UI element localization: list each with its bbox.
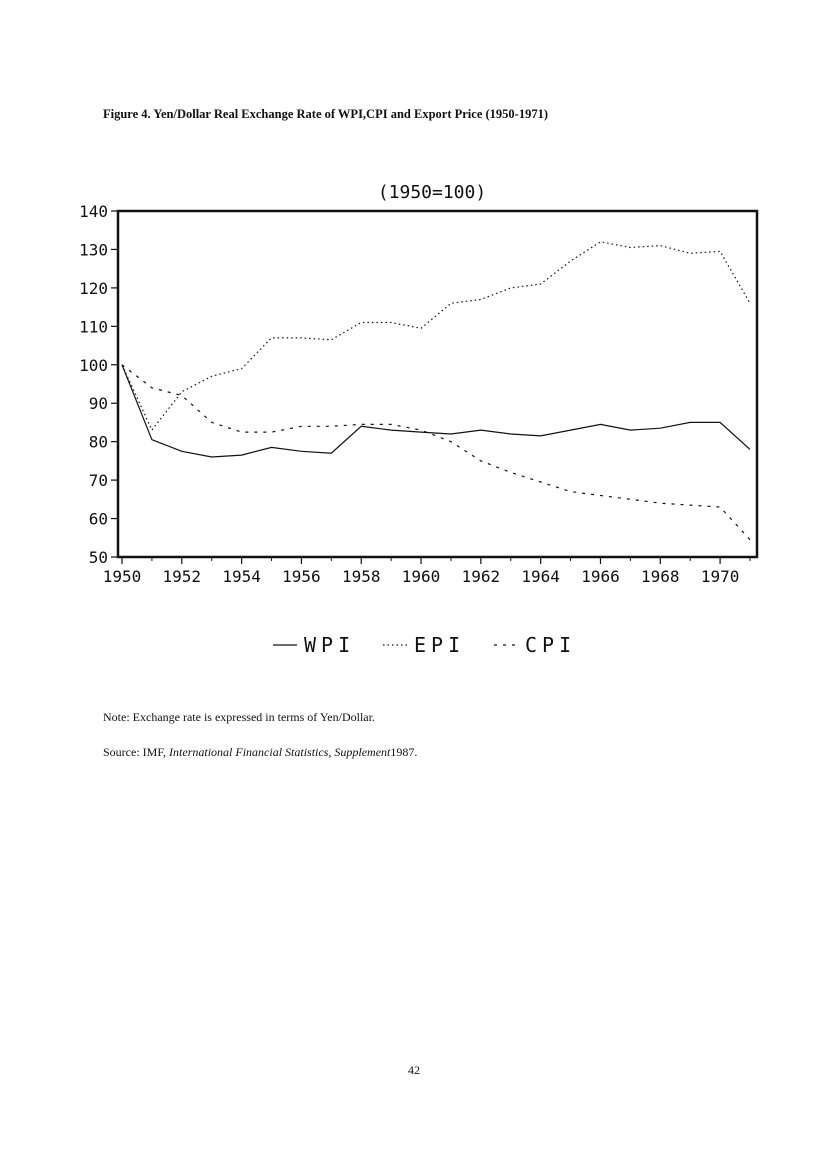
y-tick-label-3: 80: [89, 433, 108, 452]
x-tick-label-5: 1960: [402, 567, 441, 586]
page-number: 42: [408, 1063, 420, 1077]
x-tick-label-8: 1966: [581, 567, 620, 586]
x-tick-label-3: 1956: [282, 567, 321, 586]
y-tick-label-5: 100: [79, 356, 108, 375]
note-text: Note: Exchange rate is expressed in term…: [103, 710, 375, 724]
y-tick-label-1: 60: [89, 510, 108, 529]
source-prefix: Source: IMF,: [103, 745, 167, 759]
x-tick-label-1: 1952: [163, 567, 202, 586]
series-lines: [121, 241, 751, 541]
source-year: 1987.: [390, 745, 418, 759]
x-tick-label-7: 1964: [521, 567, 560, 586]
x-tick-label-10: 1970: [701, 567, 740, 586]
line-chart: (1950=100) 50 60 70 80 90 100 110 120 130 140 195…: [79, 182, 759, 657]
x-tick-label-6: 1962: [462, 567, 501, 586]
legend-label-cpi: CPI: [525, 633, 576, 657]
y-tick-label-9: 140: [79, 202, 108, 221]
source-text: Source: IMF, International Financial Sta…: [103, 745, 417, 760]
figure-title: Figure 4. Yen/Dollar Real Exchange Rate …: [103, 107, 548, 121]
y-tick-label-8: 130: [79, 240, 108, 259]
y-tick-label-6: 110: [79, 317, 108, 336]
legend-label-epi: EPI: [414, 633, 465, 657]
chart-title: (1950=100): [378, 182, 486, 203]
x-tick-label-2: 1954: [222, 567, 261, 586]
y-tick-label-7: 120: [79, 279, 108, 298]
x-tick-label-9: 1968: [641, 567, 680, 586]
y-tick-label-2: 70: [89, 471, 108, 490]
x-axis: 1950 1952 1954 1956 1958 1960 1962 1964 1966 1968…: [103, 557, 751, 586]
y-axis: 50 60 70 80 90 100 110 120 130 140: [79, 202, 118, 567]
plot-frame: [116, 209, 759, 559]
legend: WPI EPI CPI: [273, 633, 576, 657]
series-line-cpi: [121, 364, 751, 541]
x-tick-label-0: 1950: [103, 567, 142, 586]
source-publication: International Financial Statistics, Supp…: [169, 745, 391, 759]
series-line-wpi: [121, 364, 751, 458]
x-tick-label-4: 1958: [342, 567, 381, 586]
series-line-epi: [121, 241, 751, 432]
y-tick-label-4: 90: [89, 394, 108, 413]
legend-label-wpi: WPI: [304, 633, 355, 657]
y-tick-label-0: 50: [89, 548, 108, 567]
